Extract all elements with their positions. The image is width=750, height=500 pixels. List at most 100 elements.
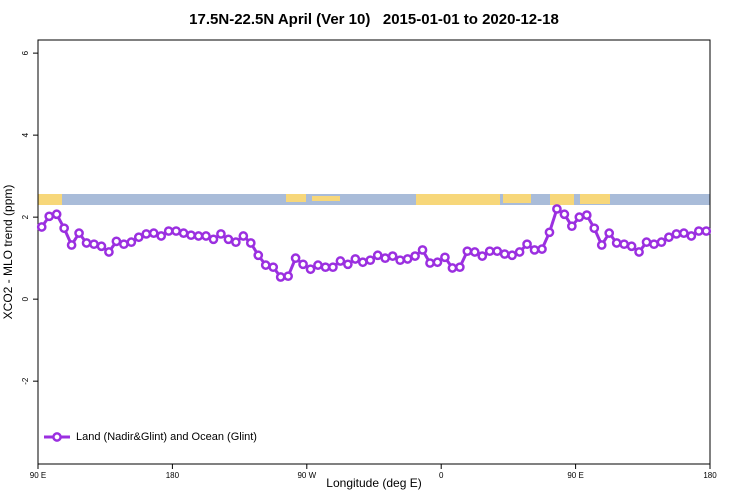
land-segment xyxy=(312,196,340,201)
point xyxy=(186,230,196,241)
y-tick-label: 2 xyxy=(21,214,30,219)
point xyxy=(305,264,316,275)
x-tick-label: 90 W xyxy=(297,471,316,480)
x-tick-label: 180 xyxy=(166,471,180,480)
point xyxy=(492,246,503,257)
point xyxy=(74,228,84,238)
point xyxy=(507,250,517,261)
point xyxy=(163,226,174,236)
point xyxy=(589,223,600,234)
point xyxy=(462,246,473,257)
point xyxy=(641,237,652,248)
point xyxy=(96,241,107,252)
point xyxy=(141,229,152,239)
point xyxy=(432,257,443,268)
x-tick-label: 0 xyxy=(439,471,444,480)
point xyxy=(499,249,510,259)
point xyxy=(268,262,279,273)
x-axis-label: Longitude (deg E) xyxy=(326,476,421,490)
land-segment xyxy=(286,194,306,202)
point xyxy=(350,254,361,264)
land-segment xyxy=(550,194,574,205)
plot-frame xyxy=(37,39,711,465)
point xyxy=(126,237,137,248)
point xyxy=(275,272,286,282)
point xyxy=(686,231,697,241)
point xyxy=(290,253,301,264)
point xyxy=(171,226,181,236)
point xyxy=(410,251,420,261)
point xyxy=(529,245,540,255)
point xyxy=(133,232,144,243)
point xyxy=(596,240,607,250)
point xyxy=(395,255,405,266)
land-ocean-strip xyxy=(38,194,710,205)
point xyxy=(320,262,331,273)
point xyxy=(89,239,99,250)
point xyxy=(402,254,413,264)
point xyxy=(671,229,682,239)
y-tick-label: 4 xyxy=(21,132,30,137)
land-segment xyxy=(416,194,500,205)
point xyxy=(574,212,585,222)
point xyxy=(59,223,69,234)
y-tick-label: 6 xyxy=(21,50,30,55)
point xyxy=(626,241,637,252)
point xyxy=(335,256,346,266)
x-tick-label: 90 E xyxy=(567,471,583,480)
y-tick-label: -2 xyxy=(21,377,30,385)
point xyxy=(44,211,55,222)
point xyxy=(514,247,525,257)
point xyxy=(656,237,667,248)
point xyxy=(201,231,211,241)
point xyxy=(455,262,465,273)
point xyxy=(440,252,450,263)
point xyxy=(104,247,114,257)
point xyxy=(81,238,92,248)
point xyxy=(216,229,226,239)
point xyxy=(664,232,674,243)
point xyxy=(208,234,219,245)
point xyxy=(372,250,383,261)
point xyxy=(552,204,562,214)
point xyxy=(544,227,555,238)
ocean-band xyxy=(38,194,710,205)
point xyxy=(522,239,532,250)
legend-label: Land (Nadir&Glint) and Ocean (Glint) xyxy=(76,431,257,443)
point xyxy=(387,251,398,261)
point xyxy=(245,238,256,248)
point xyxy=(283,271,293,282)
point xyxy=(193,231,204,241)
point xyxy=(380,253,391,264)
point xyxy=(417,245,428,255)
point xyxy=(693,226,704,236)
point xyxy=(148,228,159,238)
point xyxy=(604,228,615,238)
point xyxy=(343,259,353,270)
point xyxy=(260,260,271,270)
point xyxy=(253,250,264,261)
point xyxy=(365,255,376,266)
land-segment xyxy=(580,194,610,204)
point xyxy=(66,240,77,250)
point xyxy=(484,246,495,257)
point xyxy=(634,247,644,257)
point xyxy=(328,262,338,273)
point xyxy=(649,239,659,250)
point xyxy=(567,221,577,232)
point xyxy=(238,231,249,241)
y-axis-label: XCO2 - MLO trend (ppm) xyxy=(1,185,15,320)
point xyxy=(111,236,122,247)
point xyxy=(231,237,241,248)
point xyxy=(619,239,629,250)
point xyxy=(581,210,592,220)
chart-title: 17.5N-22.5N April (Ver 10) 2015-01-01 to… xyxy=(189,11,559,28)
point xyxy=(357,257,368,268)
land-segment xyxy=(503,194,531,203)
point xyxy=(178,228,189,238)
point xyxy=(611,238,622,248)
legend-marker xyxy=(52,432,62,442)
series-line xyxy=(40,207,707,279)
land-segment xyxy=(38,194,62,205)
